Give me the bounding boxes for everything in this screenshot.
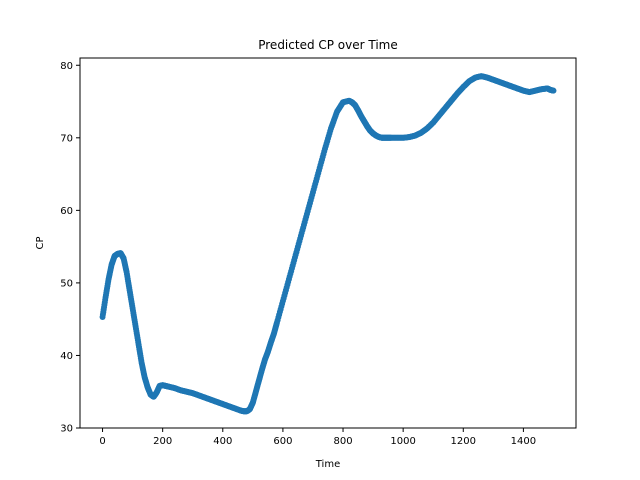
x-tick-label: 1000 (390, 436, 415, 447)
y-axis-label: CP (35, 236, 46, 249)
x-axis-label: Time (315, 459, 340, 470)
y-tick-label: 60 (60, 206, 73, 217)
y-tick-label: 50 (60, 278, 73, 289)
x-tick-label: 800 (333, 436, 352, 447)
y-tick-label: 40 (60, 351, 73, 362)
data-points (99, 73, 557, 415)
y-tick-label: 30 (60, 424, 73, 435)
y-axis-ticks: 30 40 50 60 70 80 (60, 61, 80, 435)
x-tick-label: 200 (153, 436, 172, 447)
chart-title: Predicted CP over Time (258, 38, 398, 52)
x-tick-label: 1400 (511, 436, 536, 447)
plot-frame (79, 57, 577, 429)
x-tick-label: 0 (99, 436, 105, 447)
y-tick-label: 80 (60, 61, 73, 72)
x-axis-ticks: 0 200 400 600 800 1000 1200 1400 (99, 428, 536, 447)
y-tick-label: 70 (60, 133, 73, 144)
x-tick-label: 1200 (451, 436, 476, 447)
x-tick-label: 600 (273, 436, 292, 447)
x-tick-label: 400 (213, 436, 232, 447)
data-point (550, 87, 557, 94)
